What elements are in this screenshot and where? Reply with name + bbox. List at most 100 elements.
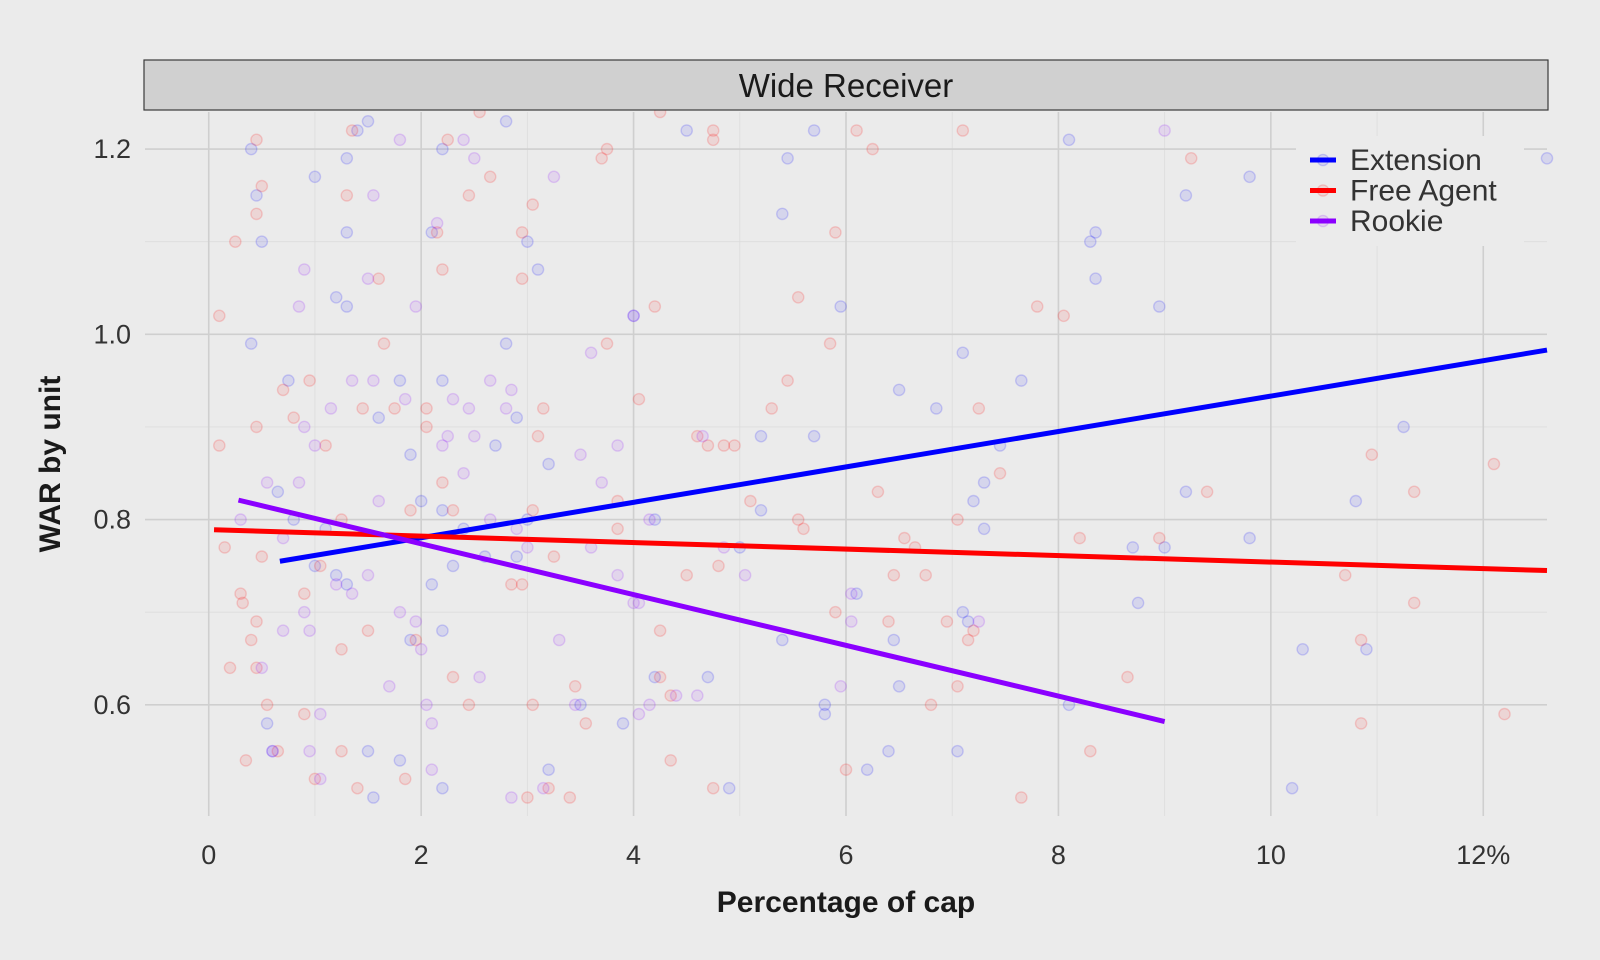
data-point-rookie (297, 263, 311, 276)
data-point-extension (351, 124, 364, 137)
data-point-free-agent (446, 503, 460, 517)
data-point-rookie (308, 439, 322, 452)
data-point-free-agent (653, 624, 667, 638)
data-point-free-agent (940, 615, 954, 628)
data-point-extension (1285, 781, 1299, 795)
data-point-extension (531, 263, 545, 276)
data-point-extension (977, 522, 991, 536)
data-point-rookie (611, 439, 624, 452)
data-point-rookie (611, 568, 624, 582)
series-extension-points (244, 115, 1554, 804)
data-point-extension (1089, 272, 1102, 286)
data-point-free-agent (250, 133, 263, 147)
data-point-free-agent (420, 420, 433, 434)
data-point-free-agent (579, 717, 593, 730)
data-point-rookie (345, 374, 359, 387)
data-point-rookie (584, 346, 598, 360)
data-point-rookie (643, 698, 656, 712)
data-point-free-agent (1057, 309, 1070, 323)
facet-strip: Wide Receiver (143, 59, 1549, 111)
data-point-free-agent (260, 698, 274, 712)
data-point-extension (951, 744, 964, 758)
data-point-rookie (436, 439, 449, 452)
data-point-free-agent (898, 531, 911, 545)
data-point-free-agent (791, 290, 805, 304)
data-point-extension (1296, 643, 1309, 656)
data-point-free-agent (632, 392, 646, 406)
data-point-rookie (691, 689, 704, 702)
data-point-free-agent (234, 587, 247, 601)
data-point-free-agent (255, 179, 269, 193)
data-point-extension (807, 429, 821, 443)
legend-point-free-agent (1316, 184, 1330, 197)
data-point-extension (340, 151, 354, 165)
data-point-rookie (457, 133, 470, 147)
legend-label-extension: Extension (1350, 144, 1482, 177)
data-point-free-agent (1184, 151, 1198, 165)
data-point-rookie (643, 513, 656, 526)
data-point-extension (404, 633, 417, 647)
data-point-free-agent (972, 402, 986, 415)
data-point-free-agent (521, 791, 534, 804)
data-point-rookie (473, 670, 486, 684)
legend-label-rookie: Rookie (1350, 205, 1443, 238)
data-point-extension (818, 698, 832, 712)
data-point-free-agent (1121, 670, 1134, 684)
y-tick-label: 0.6 (93, 690, 131, 720)
y-tick-label: 1.0 (93, 319, 131, 349)
data-point-free-agent (1407, 485, 1421, 499)
data-point-extension (308, 170, 322, 184)
data-point-free-agent (648, 300, 662, 313)
data-point-free-agent (446, 670, 460, 684)
data-point-rookie (521, 541, 534, 554)
data-point-free-agent (866, 142, 879, 156)
legend-point-extension (1316, 153, 1330, 167)
data-point-free-agent (409, 633, 423, 647)
data-point-rookie (303, 624, 316, 638)
data-point-free-agent (1354, 717, 1368, 730)
data-point-free-agent (563, 791, 577, 804)
data-point-extension (436, 624, 449, 638)
data-point-extension (1349, 494, 1363, 508)
data-point-extension (436, 374, 449, 387)
data-point-free-agent (919, 568, 933, 582)
data-point-extension (892, 680, 906, 693)
data-point-extension (1153, 300, 1166, 313)
data-point-rookie (361, 568, 375, 582)
data-point-free-agent (1153, 531, 1166, 545)
data-point-free-agent (436, 263, 449, 276)
data-point-rookie (430, 216, 444, 230)
data-point-extension (372, 411, 386, 425)
data-point-extension (436, 781, 449, 795)
scatter-points (212, 96, 1554, 804)
data-point-free-agent (967, 624, 980, 638)
data-point-extension (329, 290, 343, 304)
data-point-free-agent (515, 578, 529, 591)
data-point-rookie (499, 402, 513, 415)
data-point-free-agent (244, 633, 258, 647)
data-point-rookie (398, 392, 412, 406)
data-point-extension (1243, 170, 1256, 184)
data-point-free-agent (356, 402, 370, 415)
x-tick-label: 10 (1256, 840, 1286, 870)
data-point-free-agent (691, 429, 704, 443)
data-point-rookie (425, 717, 439, 730)
data-point-rookie (595, 476, 609, 489)
y-tick-label: 0.8 (93, 505, 131, 535)
data-point-extension (542, 457, 555, 471)
data-point-extension (542, 763, 555, 777)
data-point-extension (499, 337, 513, 350)
data-point-rookie (632, 707, 646, 721)
data-point-rookie (547, 170, 561, 184)
data-point-rookie (292, 300, 306, 313)
data-point-rookie (292, 476, 306, 489)
data-point-rookie (382, 680, 396, 693)
data-point-free-agent (600, 337, 614, 350)
data-point-extension (266, 744, 279, 758)
data-point-extension (882, 744, 895, 758)
data-point-free-agent (388, 402, 401, 415)
data-point-free-agent (791, 513, 805, 526)
data-point-extension (425, 578, 439, 591)
data-point-free-agent (1407, 596, 1421, 610)
